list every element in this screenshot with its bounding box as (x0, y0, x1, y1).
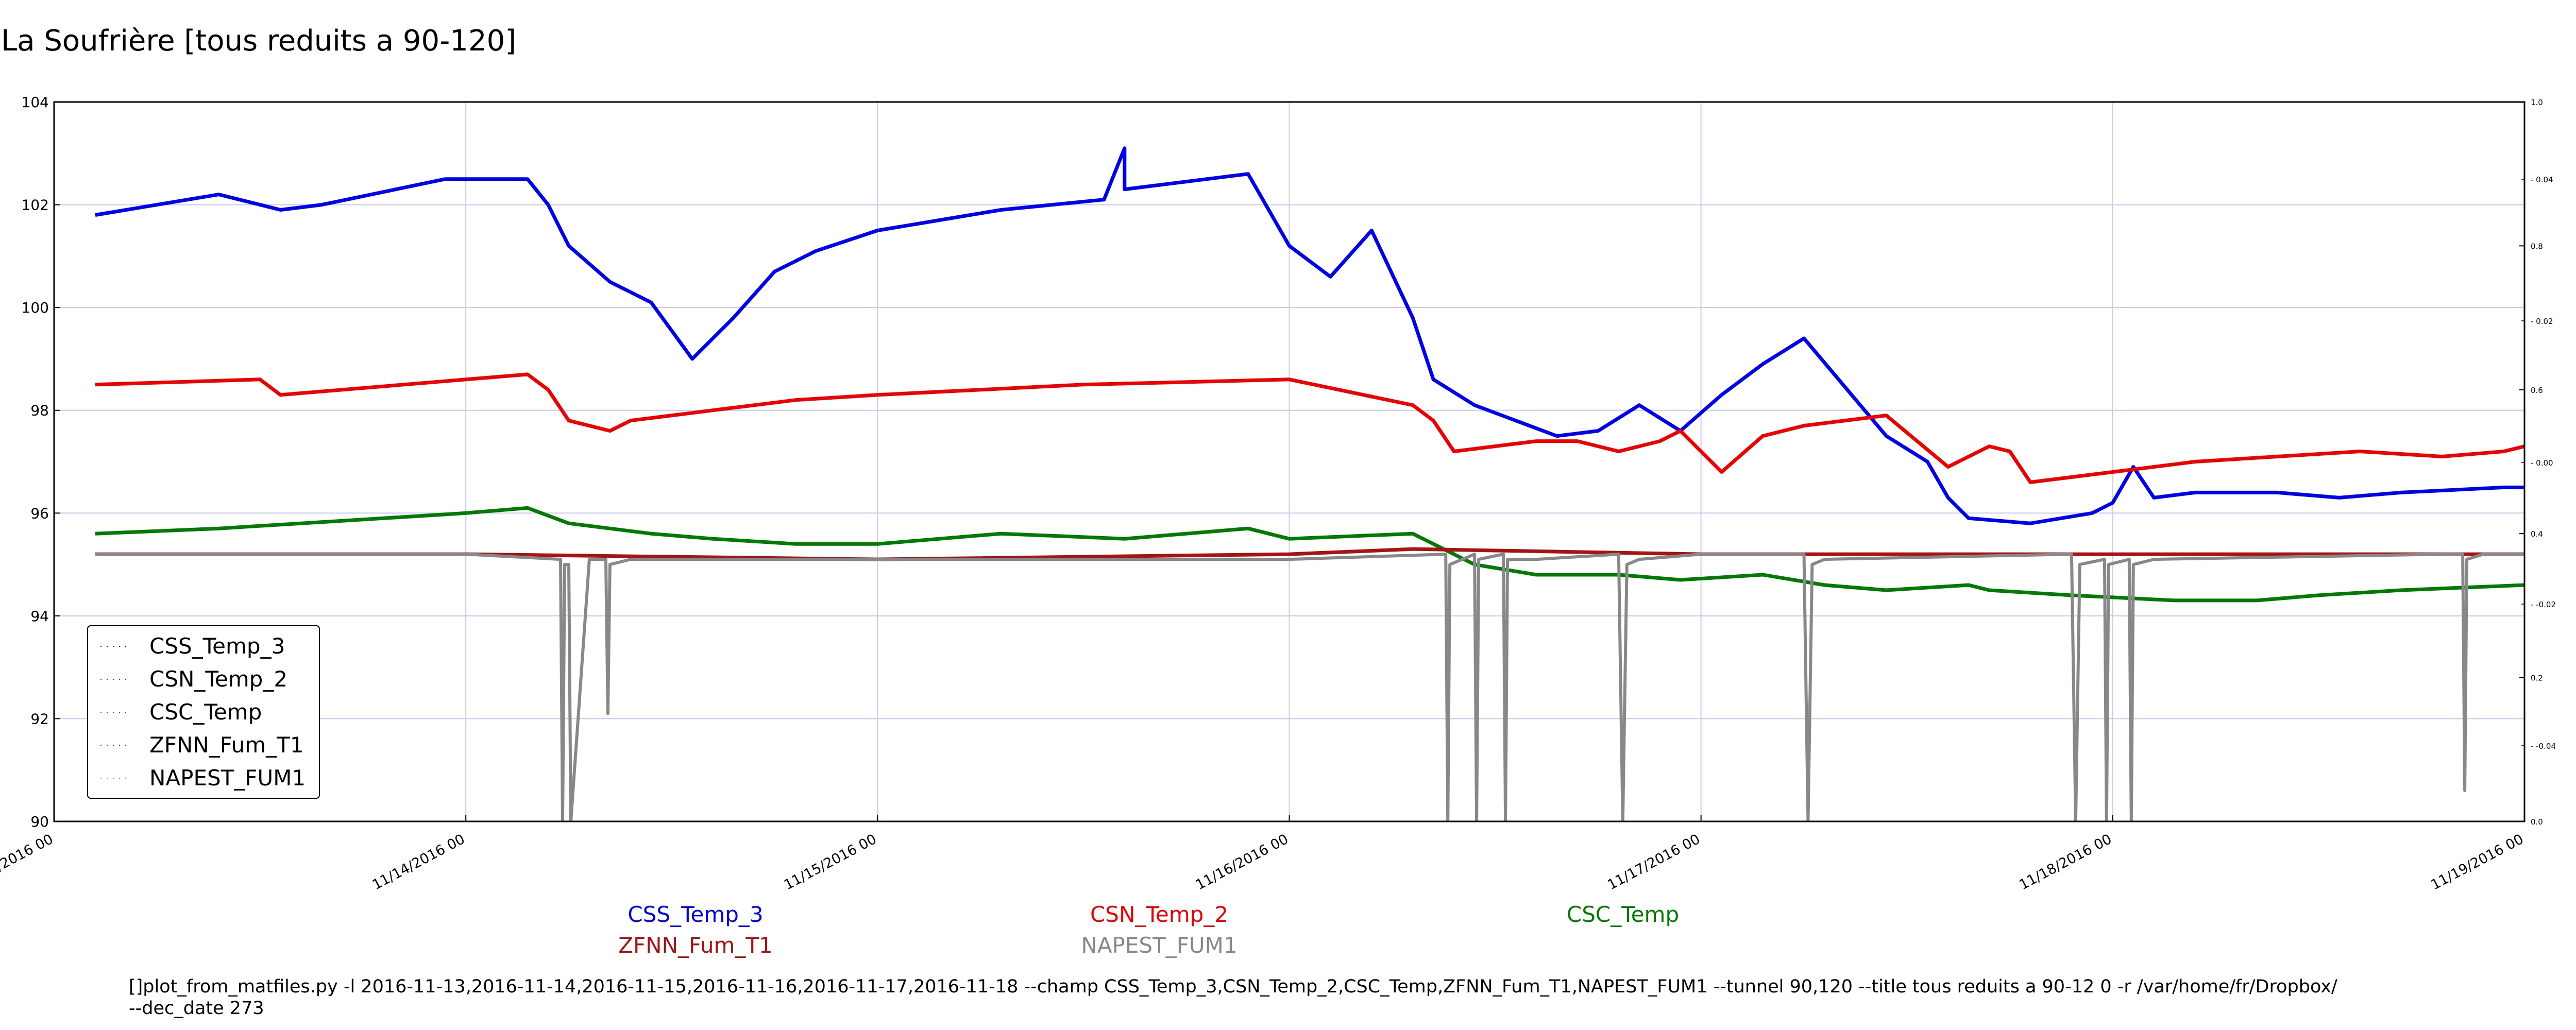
x-tick-label: 11/16/2016 00 (1193, 831, 1291, 894)
y-tick-label: 98 (30, 402, 49, 419)
y2-minor-tick-label: - -0.04 (2531, 742, 2556, 751)
y2-tick-label: 0.0 (2531, 817, 2543, 827)
legend-label: NAPEST_FUM1 (149, 765, 306, 791)
legend-box (87, 625, 320, 799)
y-tick-label: 102 (22, 197, 49, 214)
series-name-label: CSS_Temp_3 (628, 902, 763, 927)
legend-label: CSS_Temp_3 (149, 633, 285, 659)
command-line-text: []plot_from_matfiles.py -l 2016-11-13,20… (129, 976, 2337, 1019)
y2-axis: 0.0 0.2 0.4 0.6 0.8 1.0 - -0.04 - -0.02 - 0.00 - … (2519, 98, 2556, 827)
y2-minor-tick-label: - 0.00 (2531, 458, 2553, 468)
y-tick-label: 92 (30, 710, 49, 727)
series-line-css-temp-3 (95, 146, 2524, 525)
series-line-csc-temp (95, 506, 2524, 603)
x-tick-label: 11/18/2016 00 (2016, 831, 2114, 894)
y-tick-label: 96 (30, 505, 49, 522)
y2-tick-label: 0.8 (2531, 242, 2543, 251)
legend-label: CSN_Temp_2 (149, 666, 287, 692)
y2-tick-label: 0.2 (2531, 674, 2543, 683)
x-axis: 11/13/2016 00 11/14/2016 00 11/15/2016 00 1… (0, 815, 2526, 893)
plot-series (95, 146, 2524, 821)
x-tick-label: 11/17/2016 00 (1605, 831, 1703, 894)
series-name-label: CSN_Temp_2 (1090, 902, 1228, 927)
series-name-label: CSC_Temp (1567, 902, 1679, 927)
y2-tick-label: 1.0 (2531, 98, 2543, 107)
y-tick-label: 100 (22, 299, 49, 316)
y-tick-label: 104 (22, 94, 49, 111)
legend-label: ZFNN_Fum_T1 (149, 732, 304, 758)
chart-title: La Soufrière [tous reduits a 90-120] (1, 24, 516, 58)
y-tick-label: 90 (30, 813, 49, 830)
y2-tick-label: 0.4 (2531, 529, 2543, 539)
grid-lines (54, 101, 2525, 822)
y2-minor-tick-label: - 0.04 (2531, 175, 2553, 184)
y2-minor-tick-label: - -0.02 (2531, 600, 2556, 609)
series-labels: CSS_Temp_3 CSN_Temp_2 CSC_Temp ZFNN_Fum_T1 N… (618, 902, 1679, 958)
y-tick-label: 94 (30, 608, 49, 625)
series-name-label: ZFNN_Fum_T1 (618, 933, 773, 958)
legend: CSS_Temp_3 CSN_Temp_2 CSC_Temp ZFNN_Fum_T1 N… (87, 625, 320, 799)
x-tick-label: 11/14/2016 00 (370, 831, 468, 894)
y2-minor-tick-label: - 0.02 (2531, 317, 2553, 326)
y-axis: 90 92 94 96 98 100 102 104 (22, 94, 60, 830)
y2-tick-label: 0.6 (2531, 386, 2543, 395)
series-line-napest-fum1 (95, 553, 2524, 821)
x-tick-label: 11/19/2016 00 (2428, 831, 2526, 894)
x-tick-label: 11/15/2016 00 (782, 831, 879, 894)
series-name-label: NAPEST_FUM1 (1081, 933, 1237, 958)
series-line-csn-temp-2 (95, 372, 2524, 484)
legend-label: CSC_Temp (149, 699, 262, 725)
x-tick-label: 11/13/2016 00 (0, 831, 56, 894)
